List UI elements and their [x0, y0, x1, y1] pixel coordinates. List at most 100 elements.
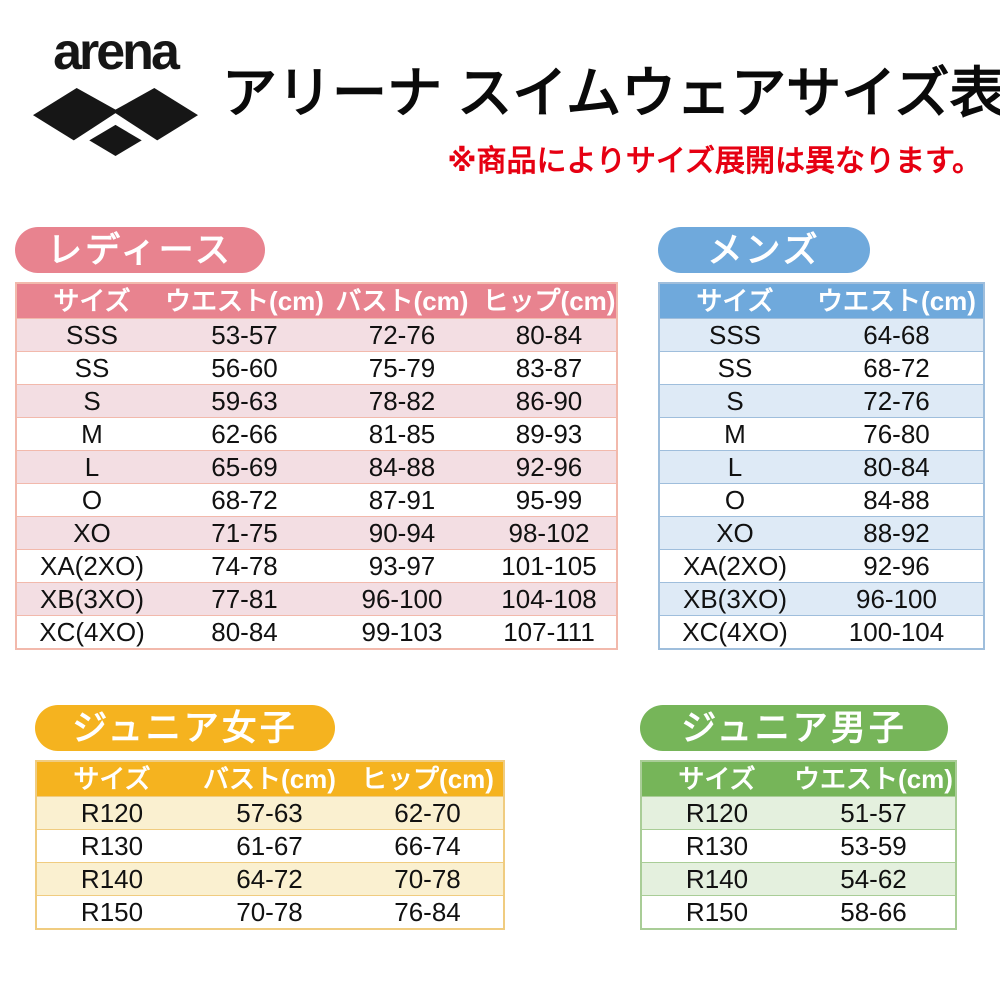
ladies-column-header: ヒップ(cm)	[482, 286, 616, 316]
junior-girls-cell: 76-84	[394, 897, 461, 927]
junior-girls-column-header: ヒップ(cm)	[361, 764, 494, 794]
ladies-cell: 98-102	[508, 518, 590, 548]
junior-boys-row-R130: R130 53-59	[642, 829, 955, 862]
ladies-cell: 93-97	[368, 551, 436, 581]
ladies-cell: 90-94	[368, 518, 436, 548]
junior-girls-cell: R130	[80, 831, 144, 861]
ladies-cell: 107-111	[503, 617, 595, 647]
junior-girls-column-header: サイズ	[73, 764, 151, 794]
mens-cell: 100-104	[848, 617, 945, 647]
mens-row-SS: SS 68-72	[660, 351, 983, 384]
mens-cell: XA(2XO)	[682, 551, 788, 581]
mens-header-row: サイズ ウエスト(cm)	[660, 284, 983, 318]
ladies-cell: 89-93	[515, 419, 583, 449]
ladies-row-L: L 65-69 84-88 92-96	[17, 450, 616, 483]
ladies-column-header: バスト(cm)	[335, 286, 469, 316]
ladies-size-table: サイズ ウエスト(cm) バスト(cm) ヒップ(cm) SSS 53-57 72-76 80…	[15, 282, 618, 650]
mens-cell: S	[726, 386, 744, 416]
mens-row-S: S 72-76	[660, 384, 983, 417]
junior-girls-row-R150: R150 70-78 76-84	[37, 895, 503, 928]
junior-boys-row-R140: R140 54-62	[642, 862, 955, 895]
ladies-cell: 62-66	[211, 419, 278, 449]
junior-boys-column-header: サイズ	[678, 764, 756, 794]
junior-girls-cell: 57-63	[236, 798, 303, 828]
mens-cell: L	[727, 452, 743, 482]
junior-girls-header-row: サイズ バスト(cm) ヒップ(cm)	[37, 762, 503, 796]
ladies-row-XA(2XO): XA(2XO) 74-78 93-97 101-105	[17, 549, 616, 582]
ladies-row-O: O 68-72 87-91 95-99	[17, 483, 616, 516]
ladies-cell: XO	[73, 518, 111, 548]
ladies-row-XO: XO 71-75 90-94 98-102	[17, 516, 616, 549]
junior-boys-size-table: サイズ ウエスト(cm) R120 51-57 R130 53-59 R140 54-62 R1…	[640, 760, 957, 930]
junior-girls-cell: 64-72	[236, 864, 303, 894]
ladies-cell: 87-91	[368, 485, 436, 515]
mens-cell: XO	[716, 518, 754, 548]
ladies-row-S: S 59-63 78-82 86-90	[17, 384, 616, 417]
mens-column-header: ウエスト(cm)	[817, 286, 976, 316]
ladies-cell: S	[83, 386, 101, 416]
mens-cell: M	[724, 419, 746, 449]
junior-girls-row-R140: R140 64-72 70-78	[37, 862, 503, 895]
ladies-cell: 95-99	[515, 485, 583, 515]
mens-cell: XC(4XO)	[682, 617, 788, 647]
mens-row-XB(3XO): XB(3XO) 96-100	[660, 582, 983, 615]
mens-cell: 68-72	[863, 353, 930, 383]
junior-girls-cell: 70-78	[236, 897, 303, 927]
ladies-cell: 96-100	[361, 584, 443, 614]
ladies-cell: 81-85	[368, 419, 436, 449]
mens-row-XO: XO 88-92	[660, 516, 983, 549]
mens-cell: O	[724, 485, 746, 515]
junior-girls-badge: ジュニア女子	[35, 705, 335, 751]
mens-row-XC(4XO): XC(4XO) 100-104	[660, 615, 983, 648]
arena-logo-icon	[33, 86, 198, 161]
junior-girls-column-header: バスト(cm)	[203, 764, 336, 794]
ladies-cell: SS	[74, 353, 110, 383]
ladies-cell: 72-76	[368, 320, 436, 350]
mens-badge: メンズ	[658, 227, 870, 273]
junior-girls-cell: 70-78	[394, 864, 461, 894]
ladies-cell: XB(3XO)	[39, 584, 145, 614]
junior-girls-cell: R120	[80, 798, 144, 828]
junior-boys-header-row: サイズ ウエスト(cm)	[642, 762, 955, 796]
ladies-cell: 56-60	[211, 353, 278, 383]
ladies-cell: L	[84, 452, 100, 482]
ladies-cell: 71-75	[211, 518, 278, 548]
mens-cell: 92-96	[863, 551, 930, 581]
ladies-cell: 75-79	[368, 353, 436, 383]
junior-girls-cell: R150	[80, 897, 144, 927]
mens-row-SSS: SSS 64-68	[660, 318, 983, 351]
ladies-cell: 99-103	[361, 617, 443, 647]
ladies-cell: 80-84	[211, 617, 278, 647]
mens-cell: SS	[717, 353, 753, 383]
junior-girls-row-R130: R130 61-67 66-74	[37, 829, 503, 862]
junior-boys-badge: ジュニア男子	[640, 705, 948, 751]
ladies-cell: XA(2XO)	[39, 551, 145, 581]
junior-boys-cell: R140	[685, 864, 749, 894]
junior-boys-cell: 58-66	[840, 897, 907, 927]
ladies-cell: M	[81, 419, 103, 449]
mens-cell: 96-100	[856, 584, 937, 614]
junior-girls-cell: 62-70	[394, 798, 461, 828]
mens-cell: 76-80	[863, 419, 930, 449]
mens-row-M: M 76-80	[660, 417, 983, 450]
arena-wordmark: arena	[53, 23, 180, 81]
ladies-badge: レディース	[15, 227, 265, 273]
mens-size-table: サイズ ウエスト(cm) SSS 64-68 SS 68-72 S 72-76 M 76-80 L 8…	[658, 282, 985, 650]
junior-boys-cell: 51-57	[840, 798, 907, 828]
junior-boys-column-header: ウエスト(cm)	[794, 764, 953, 794]
mens-row-L: L 80-84	[660, 450, 983, 483]
junior-boys-row-R150: R150 58-66	[642, 895, 955, 928]
size-note: ※商品によりサイズ展開は異なります。	[447, 145, 982, 178]
mens-cell: 84-88	[863, 485, 930, 515]
junior-girls-size-table: サイズ バスト(cm) ヒップ(cm) R120 57-63 62-70 R130 61-67…	[35, 760, 505, 930]
junior-boys-cell: R120	[685, 798, 749, 828]
mens-row-O: O 84-88	[660, 483, 983, 516]
ladies-row-M: M 62-66 81-85 89-93	[17, 417, 616, 450]
junior-girls-cell: 61-67	[236, 831, 303, 861]
ladies-cell: 74-78	[211, 551, 278, 581]
ladies-header-row: サイズ ウエスト(cm) バスト(cm) ヒップ(cm)	[17, 284, 616, 318]
junior-boys-cell: R150	[685, 897, 749, 927]
junior-girls-cell: R140	[80, 864, 144, 894]
mens-row-XA(2XO): XA(2XO) 92-96	[660, 549, 983, 582]
ladies-cell: SSS	[65, 320, 119, 350]
